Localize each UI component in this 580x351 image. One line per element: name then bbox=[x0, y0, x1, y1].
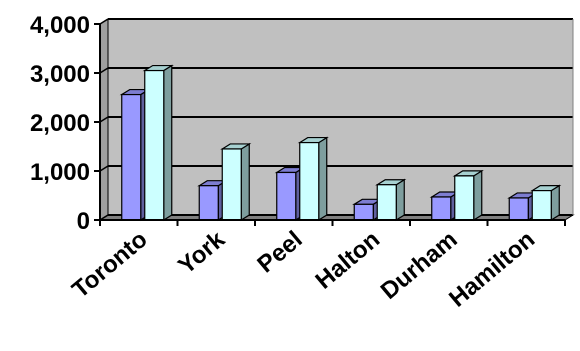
gridline-diagonal bbox=[99, 18, 109, 25]
bar bbox=[221, 148, 242, 221]
y-tick-label: 1,000 bbox=[30, 159, 90, 186]
bar bbox=[454, 175, 475, 221]
bar bbox=[531, 190, 552, 221]
gridline-diagonal bbox=[99, 116, 109, 123]
x-tick-label: Halton bbox=[311, 226, 386, 295]
y-tick-labels: 0 1,000 2,000 3,000 4,000 bbox=[30, 12, 90, 235]
y-tick-label: 0 bbox=[77, 208, 90, 235]
y-tick-label: 3,000 bbox=[30, 61, 90, 88]
bar bbox=[508, 197, 529, 221]
bar bbox=[299, 141, 320, 221]
bar bbox=[144, 69, 165, 221]
gridlines bbox=[99, 18, 574, 221]
bar-side bbox=[473, 169, 483, 222]
x-tick-label: York bbox=[173, 225, 230, 279]
gridline-diagonal bbox=[99, 67, 109, 74]
bar-side bbox=[240, 142, 250, 222]
bar bbox=[121, 93, 142, 221]
bar bbox=[276, 171, 297, 221]
gridline-diagonal bbox=[99, 165, 109, 172]
bar-side bbox=[163, 64, 173, 222]
x-tick-label: Toronto bbox=[67, 226, 152, 304]
x-tick-label: Hamilton bbox=[444, 226, 540, 313]
bar-side bbox=[318, 136, 328, 222]
y-tick-label: 2,000 bbox=[30, 110, 90, 137]
plot-background bbox=[100, 19, 573, 220]
bar bbox=[431, 196, 452, 221]
bar bbox=[376, 184, 397, 221]
y-tick-label: 4,000 bbox=[30, 12, 90, 39]
bar bbox=[353, 203, 374, 221]
bars bbox=[119, 64, 562, 222]
bar bbox=[198, 185, 219, 221]
bar-side bbox=[395, 178, 405, 222]
axes bbox=[94, 23, 566, 226]
x-tick-label: Peel bbox=[252, 226, 307, 278]
bar-side bbox=[550, 184, 560, 222]
